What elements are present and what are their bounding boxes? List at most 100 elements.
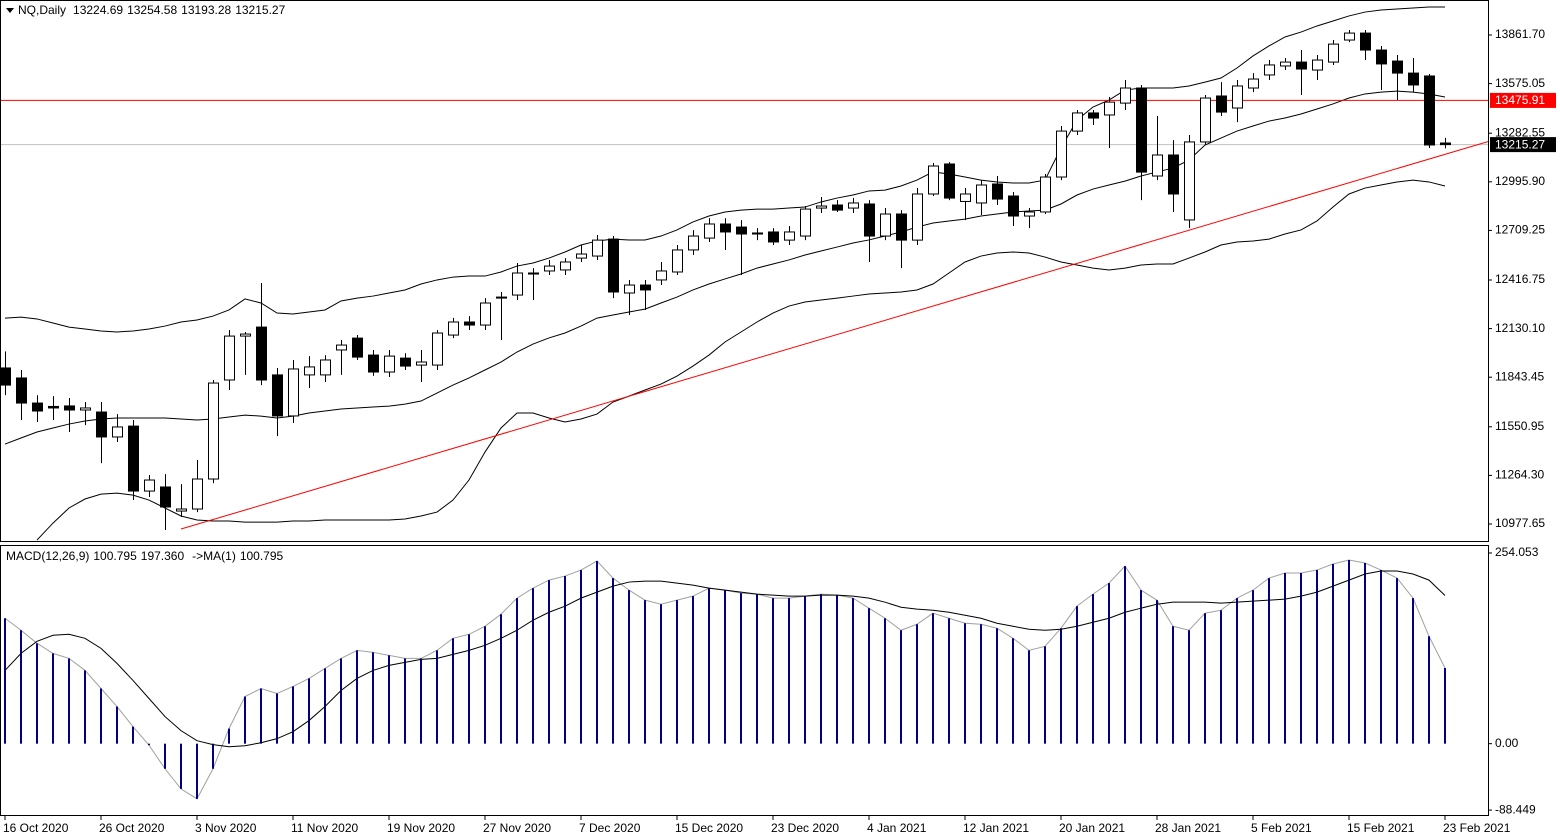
- candle-body: [592, 239, 603, 257]
- candle-body: [704, 223, 715, 239]
- menu-arrow[interactable]: [6, 8, 14, 13]
- y-tick-label: 11264.30: [1495, 468, 1544, 482]
- candle-body: [224, 335, 235, 381]
- candle-body: [736, 226, 747, 235]
- candle-body: [672, 249, 683, 273]
- candle-body: [1360, 32, 1371, 51]
- candle-body: [912, 193, 923, 241]
- candle-body: [768, 231, 779, 243]
- ma-value: 100.795: [240, 549, 284, 563]
- candle-body: [1424, 75, 1435, 146]
- bollinger-band: [36, 179, 1446, 541]
- candle-body: [720, 223, 731, 233]
- candle-body: [480, 302, 491, 326]
- signal-line: [4, 570, 1446, 748]
- candle-body: [640, 284, 651, 291]
- candle-body: [944, 163, 955, 199]
- candle-body: [928, 165, 939, 195]
- candle-body: [416, 361, 427, 366]
- y-tick-label: 11550.95: [1495, 419, 1544, 433]
- y-tick-label: 11843.45: [1495, 369, 1544, 383]
- candle-body: [1088, 112, 1099, 119]
- header-low: 13193.28: [181, 3, 231, 17]
- candle-body: [1184, 141, 1195, 221]
- macd-header: MACD(12,26,9) 100.795 197.360 ->MA(1) 100.79…: [6, 549, 284, 563]
- macd-y-tick-label: -88.449: [1495, 802, 1536, 816]
- candle-body: [1392, 60, 1403, 74]
- candle-body: [624, 284, 635, 294]
- candle-body: [160, 486, 171, 508]
- candle-body: [896, 213, 907, 241]
- macd-title: MACD(12,26,9): [6, 549, 89, 563]
- candle-body: [432, 332, 443, 366]
- x-tick-label: 16 Oct 2020: [3, 821, 69, 835]
- candle-body: [1408, 72, 1419, 86]
- header-close: 13215.27: [235, 3, 285, 17]
- candle-body: [144, 479, 155, 492]
- last-price-tag: [1490, 137, 1556, 153]
- y-tick-label: 12995.90: [1495, 174, 1545, 188]
- candle-body: [1280, 61, 1291, 67]
- candle-body: [1200, 97, 1211, 143]
- candle-body: [1216, 95, 1227, 113]
- last-price-tag-label: 13215.27: [1495, 137, 1545, 151]
- y-tick-label: 12130.10: [1495, 321, 1545, 335]
- macd-y-tick-label: 0.00: [1495, 736, 1519, 750]
- candle-body: [1120, 87, 1131, 104]
- candle-body: [48, 405, 59, 409]
- candle-body: [1008, 195, 1019, 217]
- price-tag-label: 13475.91: [1495, 93, 1545, 107]
- ma-label: ->MA(1): [192, 549, 236, 563]
- candle-body: [1312, 59, 1323, 71]
- bollinger-band: [4, 90, 1446, 445]
- y-tick-label: 13861.70: [1495, 27, 1545, 41]
- candle-body: [880, 213, 891, 237]
- candle-body: [128, 425, 139, 492]
- candle-body: [560, 261, 571, 271]
- candle-body: [448, 321, 459, 336]
- candle-body: [1248, 78, 1259, 89]
- candle-body: [368, 354, 379, 373]
- candle-body: [816, 205, 827, 209]
- candle-body: [752, 232, 763, 235]
- candle-body: [464, 321, 475, 326]
- x-tick-label: 5 Feb 2021: [1251, 821, 1312, 835]
- main-plot: [1, 6, 1488, 541]
- macd-plot: [4, 559, 1446, 800]
- trendline: [180, 141, 1488, 530]
- x-tick-label: 15 Feb 2021: [1347, 821, 1415, 835]
- candle-body: [496, 296, 507, 299]
- candle-body: [1152, 154, 1163, 177]
- candle-body: [544, 265, 555, 272]
- candle-body: [1264, 64, 1275, 76]
- candle-body: [1296, 61, 1307, 70]
- candle-body: [656, 270, 667, 281]
- x-tick-label: 12 Jan 2021: [963, 821, 1029, 835]
- x-tick-label: 15 Dec 2020: [675, 821, 743, 835]
- y-tick-label: 13575.05: [1495, 76, 1545, 90]
- x-tick-label: 28 Jan 2021: [1155, 821, 1221, 835]
- candle-body: [1168, 154, 1179, 195]
- candle-body: [320, 359, 331, 376]
- x-tick-label: 20 Jan 2021: [1059, 821, 1125, 835]
- candle-body: [240, 333, 251, 337]
- header-high: 13254.58: [127, 3, 177, 17]
- candle-body: [512, 272, 523, 296]
- y-tick-label: 10977.65: [1495, 516, 1545, 530]
- candle-body: [208, 382, 219, 480]
- macd-value: 100.795: [93, 549, 137, 563]
- candle-body: [608, 238, 619, 293]
- macd-panel: [0, 545, 1489, 816]
- candle-body: [288, 368, 299, 417]
- candle-body: [1440, 142, 1451, 146]
- candle-body: [256, 326, 267, 381]
- candle-body: [1376, 49, 1387, 65]
- candle-body: [800, 208, 811, 237]
- candle-body: [352, 337, 363, 358]
- candle-body: [864, 203, 875, 237]
- candle-body: [576, 253, 587, 259]
- header-open: 13224.69: [73, 3, 123, 17]
- signal-value: 197.360: [141, 549, 185, 563]
- x-tick-label: 11 Nov 2020: [291, 821, 358, 835]
